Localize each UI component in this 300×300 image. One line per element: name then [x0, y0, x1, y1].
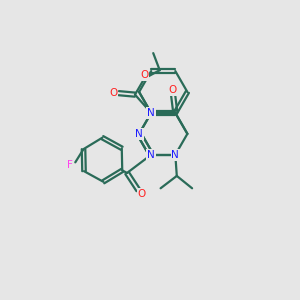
Text: O: O — [138, 189, 146, 199]
Text: N: N — [135, 129, 143, 139]
Text: O: O — [140, 70, 148, 80]
Text: O: O — [110, 88, 118, 98]
Text: N: N — [147, 150, 155, 160]
Text: F: F — [67, 160, 73, 170]
Text: N: N — [147, 108, 155, 118]
Text: O: O — [169, 85, 177, 95]
Text: N: N — [171, 150, 179, 160]
